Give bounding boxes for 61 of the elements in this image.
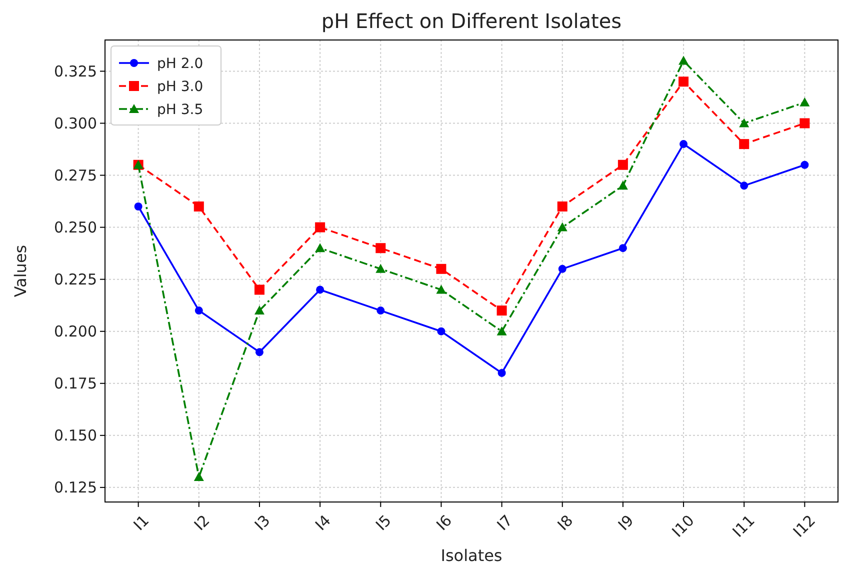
- point: [376, 264, 386, 273]
- x-tick-label: I10: [668, 512, 698, 541]
- point: [496, 306, 507, 316]
- legend-label: pH 2.0: [157, 56, 204, 72]
- point: [557, 201, 568, 212]
- y-tick-label: 0.275: [54, 166, 97, 185]
- x-tick-label: I5: [372, 512, 395, 534]
- point: [255, 348, 264, 356]
- point: [496, 326, 507, 336]
- x-tick-label: I3: [251, 512, 274, 534]
- x-axis-title: Isolates: [440, 546, 502, 565]
- point: [436, 284, 446, 294]
- point: [134, 202, 142, 210]
- point: [194, 201, 204, 212]
- x-tick-label: I11: [729, 512, 758, 541]
- y-tick-label: 0.200: [54, 322, 97, 341]
- legend-label: pH 3.5: [157, 102, 204, 118]
- point: [254, 306, 264, 315]
- point: [436, 264, 446, 274]
- point: [254, 284, 264, 295]
- y-axis-title: Values: [11, 244, 30, 298]
- point: [680, 140, 688, 148]
- chart-title: pH Effect on Different Isolates: [321, 9, 622, 33]
- y-tick-label: 0.150: [54, 426, 97, 445]
- point: [316, 286, 324, 294]
- point: [740, 182, 748, 190]
- point: [800, 118, 810, 128]
- x-tick-label: I7: [493, 512, 516, 534]
- point: [678, 56, 689, 65]
- point: [498, 368, 506, 377]
- point: [376, 306, 385, 315]
- point: [376, 243, 386, 254]
- point: [800, 160, 809, 169]
- point: [678, 76, 689, 87]
- point: [557, 222, 568, 232]
- x-tick-label: I2: [190, 512, 214, 534]
- legend-label: pH 3.0: [157, 78, 204, 95]
- x-tick-label: I6: [432, 512, 456, 534]
- x-tick-label: I8: [554, 512, 577, 534]
- x-tick-label: I12: [790, 512, 819, 541]
- x-tick-label: I9: [614, 512, 638, 534]
- point: [800, 97, 810, 106]
- point: [558, 264, 566, 273]
- point: [618, 180, 628, 190]
- x-tick-label: I1: [130, 512, 153, 534]
- y-tick-label: 0.300: [54, 114, 97, 132]
- y-tick-label: 0.225: [54, 270, 97, 289]
- point: [618, 160, 628, 170]
- point: [739, 118, 750, 128]
- y-tick-label: 0.250: [54, 218, 97, 237]
- y-tick-label: 0.325: [54, 62, 97, 80]
- y-tick-label: 0.125: [54, 478, 97, 497]
- point: [618, 244, 627, 252]
- point: [315, 222, 326, 232]
- point: [739, 139, 750, 150]
- point: [315, 243, 326, 252]
- point: [194, 306, 203, 315]
- x-tick-label: I4: [312, 512, 334, 534]
- point: [437, 327, 446, 336]
- point: [194, 472, 204, 482]
- y-tick-label: 0.175: [54, 374, 97, 393]
